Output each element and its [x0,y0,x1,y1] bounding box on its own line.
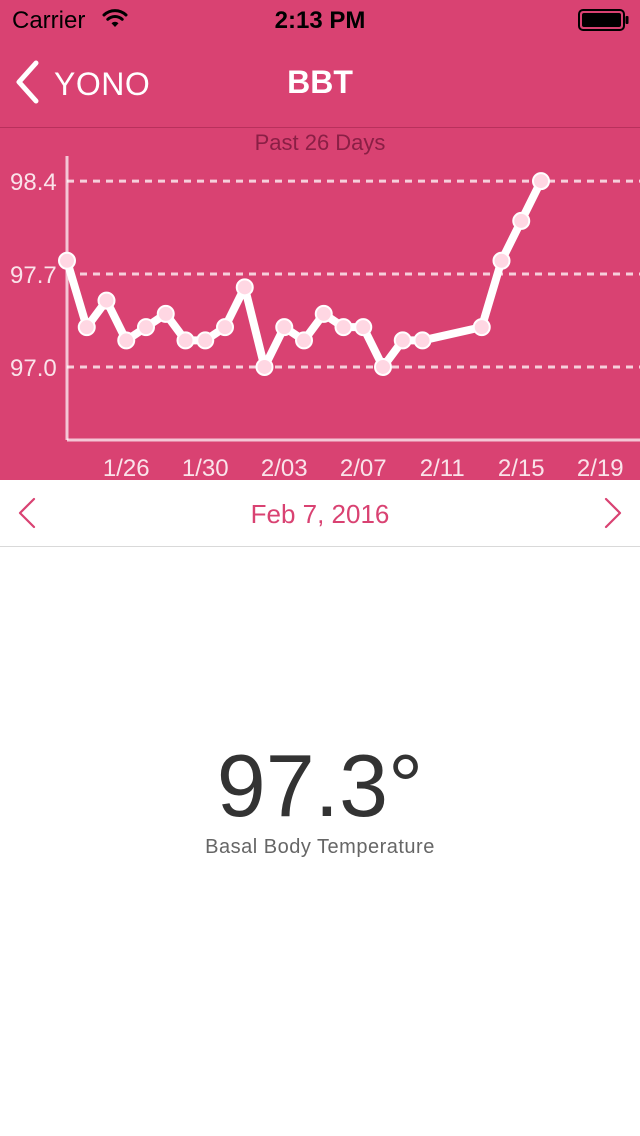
data-point [334,318,353,337]
data-point [354,318,373,337]
back-button[interactable]: YONO [14,60,150,108]
navigation-bar: YONO BBT [0,40,640,128]
data-point [492,251,511,270]
carrier-name: Carrier [12,7,86,34]
wifi-icon [102,9,128,34]
data-point [156,304,175,323]
page-title: BBT [287,64,353,100]
data-point [275,318,294,337]
bbt-chart-svg: 98.4 97.7 97.0 1/26 1/30 2/03 2/07 2/11 2/15 2/19 [10,156,640,480]
data-point [117,331,136,350]
data-point [216,318,234,337]
status-time: 2:13 PM [274,7,366,34]
date-navigator: Feb 7, 2016 [0,480,640,547]
y-tick-label: 97.7 [10,262,57,289]
y-tick-label: 97.0 [10,355,57,382]
chevron-left-icon [18,497,36,529]
battery-icon [578,9,630,36]
data-point [58,251,76,270]
data-point [196,331,215,350]
status-bar: Carrier 2:13 PM [0,0,640,40]
chevron-right-icon [604,497,622,529]
y-tick-label: 98.4 [10,169,57,196]
back-button-label: YONO [54,65,151,102]
data-point [295,331,313,350]
bbt-chart[interactable]: 98.4 97.7 97.0 1/26 1/30 2/03 2/07 2/11 2/15 2/19… [0,128,640,480]
temperature-value: 97.3° [216,736,424,835]
data-point [472,318,491,337]
x-tick-label: 2/15 [498,455,545,480]
temperature-label: Basal Body Temperature [205,836,435,858]
data-point [512,211,531,230]
data-point [97,291,116,310]
x-tick-label: 1/30 [182,455,229,480]
x-tick-label: 2/07 [340,455,387,480]
data-point [393,331,412,350]
x-tick-label: 2/03 [261,455,308,480]
data-point [314,304,333,323]
data-point [77,318,96,337]
chevron-left-icon [14,60,40,109]
data-point [374,357,392,376]
data-point [137,318,155,337]
x-tick-label: 1/26 [103,455,150,480]
x-tick-label: 2/11 [420,455,465,480]
selected-date: Feb 7, 2016 [250,499,390,529]
data-point [255,357,274,376]
data-point [235,278,254,297]
data-point [176,331,195,350]
next-day-button[interactable] [594,495,630,531]
chart-title: Past 26 Days [254,130,386,155]
data-point [413,331,432,350]
nav-divider [0,127,640,128]
data-point [532,172,550,191]
previous-day-button[interactable] [10,495,46,531]
x-tick-label: 2/19 [577,455,624,480]
